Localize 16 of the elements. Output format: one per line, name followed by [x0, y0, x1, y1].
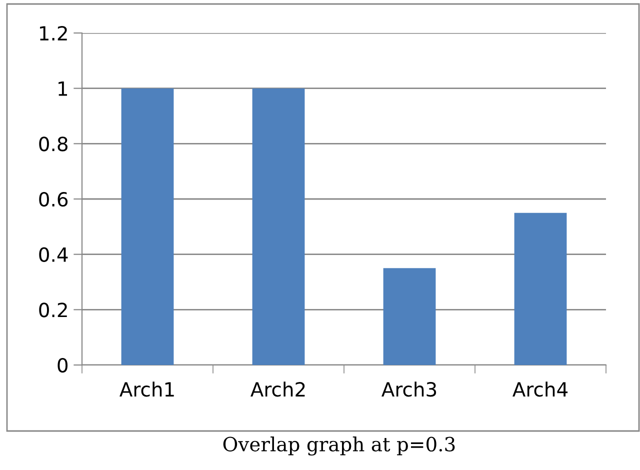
bar	[383, 268, 436, 365]
y-tick-label: 0.2	[39, 302, 67, 318]
bar	[121, 88, 174, 365]
x-tick-label: Arch2	[250, 382, 305, 397]
y-tick-label: 0.6	[39, 192, 68, 207]
x-tick-label: Arch4	[512, 382, 568, 397]
text: Overlap graph at p=0.3	[223, 436, 455, 456]
bar	[514, 212, 567, 365]
x-tick-label: Arch3	[382, 382, 436, 397]
y-tick-label: 1	[58, 82, 68, 96]
y-tick-label: 0.8	[39, 136, 68, 152]
y-tick-label: 1.2	[40, 26, 67, 40]
bar	[252, 88, 305, 365]
x-tick-label: Arch1	[120, 382, 174, 397]
y-tick-label: 0	[58, 358, 68, 373]
y-tick-label: 0.4	[39, 247, 68, 262]
